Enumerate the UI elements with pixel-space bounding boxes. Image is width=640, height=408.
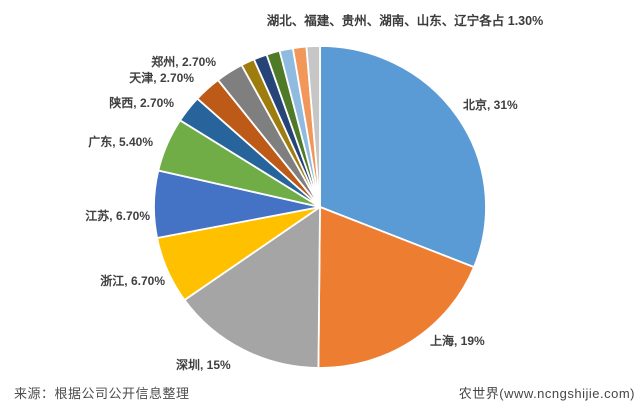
- slice-label-jiangsu: 江苏, 6.70%: [85, 208, 150, 223]
- slice-label-beijing: 北京, 31%: [463, 97, 518, 112]
- source-note: 来源：根据公司公开信息整理: [14, 386, 190, 401]
- pie-slice-shenzhen: [183, 206, 321, 369]
- slice-label-shanghai: 上海, 19%: [430, 333, 485, 348]
- brand-watermark: 农世界(www.ncngshijie.com): [458, 386, 635, 401]
- slice-label-tianjin: 天津, 2.70%: [129, 70, 194, 85]
- slice-label-guangdong: 广东, 5.40%: [88, 134, 153, 149]
- pie-slice-shanghai: [317, 206, 475, 369]
- slice-label-shaanxi: 陕西, 2.70%: [109, 95, 174, 110]
- slice-label-zhejiang: 浙江, 6.70%: [100, 273, 165, 288]
- pie-slice-liaoning: [305, 45, 321, 208]
- slice-label-zhengzhou: 郑州, 2.70%: [151, 54, 216, 69]
- pie-slice-beijing: [319, 45, 487, 268]
- small-slices-group-label: 湖北、福建、贵州、湖南、山东、辽宁各占 1.30%: [267, 13, 543, 28]
- pie-chart: 北京, 31% 上海, 19% 深圳, 15% 浙江, 6.70% 江苏, 6.70% 广…: [85, 13, 543, 372]
- slice-label-shenzhen: 深圳, 15%: [176, 357, 231, 372]
